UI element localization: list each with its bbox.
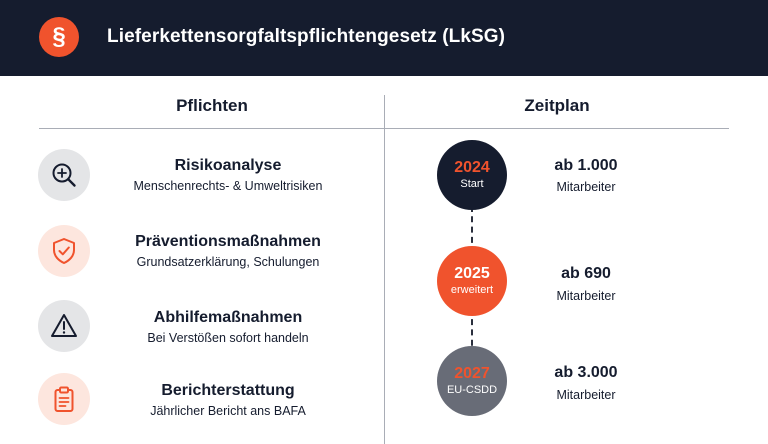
threshold-unit: Mitarbeiter [556,289,616,303]
threshold-value: ab 1.000 [554,157,618,174]
duty-subtitle: Grundsatzerklärung, Schulungen [136,255,320,269]
timeline-year: 2027 [454,365,490,382]
column-heading-timeline: Zeitplan [524,96,590,115]
timeline-year: 2025 [454,265,490,282]
threshold-value: ab 3.000 [554,364,618,381]
duty-subtitle: Jährlicher Bericht ans BAFA [150,404,306,418]
timeline-node-2024: 2024 Start [437,140,507,210]
magnifier-icon [38,149,90,201]
duty-title: Risikoanalyse [174,157,282,174]
threshold-unit: Mitarbeiter [556,180,616,194]
page-title: Lieferkettensorgfaltspflichtengesetz (Lk… [107,26,506,47]
duty-subtitle: Menschenrechts- & Umweltrisiken [133,179,323,193]
duty-title: Berichterstattung [161,382,295,399]
timeline-label: EU-CSDD [446,384,498,396]
duty-title: Abhilfemaßnahmen [153,309,303,326]
warning-triangle-icon [38,300,90,352]
clipboard-icon [38,373,90,425]
timeline-node-2027: 2027 EU-CSDD [437,346,507,416]
shield-check-icon [38,225,90,277]
duty-title: Präventionsmaßnahmen [135,233,321,250]
timeline-label: Start [460,178,484,190]
timeline-node-2025: 2025 erweitert [437,246,507,316]
header-bar: § Lieferkettensorgfaltspflichtengesetz (… [0,0,768,76]
vertical-divider [384,95,385,444]
timeline-label: erweitert [450,284,494,296]
threshold-unit: Mitarbeiter [556,388,616,402]
column-heading-duties: Pflichten [176,96,248,115]
duty-subtitle: Bei Verstößen sofort handeln [147,331,309,345]
threshold-value: ab 690 [561,265,611,282]
paragraph-logo: § [39,17,79,57]
timeline-year: 2024 [454,159,490,176]
